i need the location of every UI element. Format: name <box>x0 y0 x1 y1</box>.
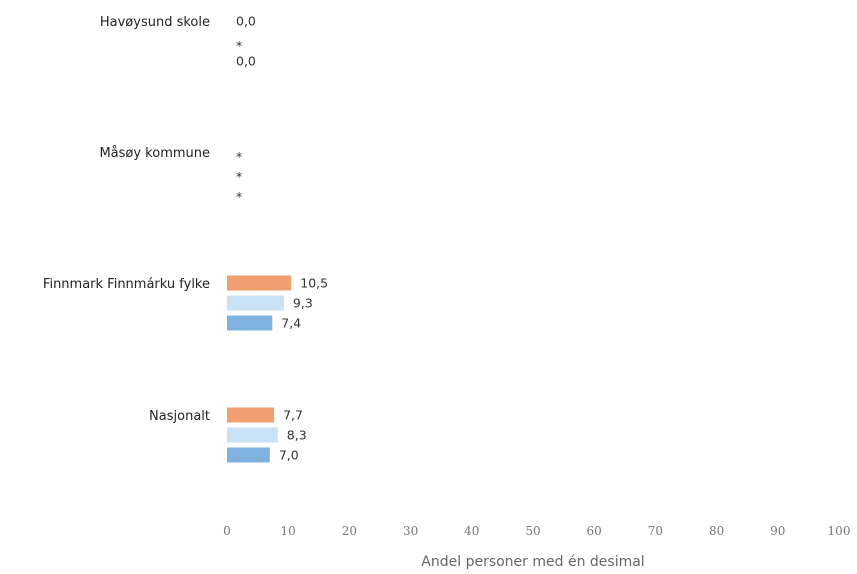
x-tick-label: 90 <box>770 524 785 538</box>
x-axis-title: Andel personer med én desimal <box>421 554 644 570</box>
x-tick-label: 50 <box>525 524 540 538</box>
bar <box>227 275 292 291</box>
bar <box>227 407 275 423</box>
value-label: * <box>236 169 242 184</box>
value-label: * <box>236 189 242 204</box>
value-label: * <box>236 38 242 53</box>
category-labels: Havøysund skole Måsøy kommune Finnmark Fin… <box>43 15 210 424</box>
category-label: Nasjonalt <box>149 409 210 424</box>
value-label: 0,0 <box>236 54 256 69</box>
x-tick-label: 30 <box>403 524 418 538</box>
bar <box>227 427 278 443</box>
value-label: 7,4 <box>281 316 301 331</box>
value-label: 10,5 <box>300 276 328 291</box>
x-tick-label: 10 <box>281 524 296 538</box>
x-tick-label: 60 <box>587 524 602 538</box>
x-tick-label: 100 <box>828 524 851 538</box>
bar <box>227 315 273 331</box>
bars <box>227 275 292 463</box>
value-label: 8,3 <box>287 428 307 443</box>
value-label: * <box>236 149 242 164</box>
value-label: 7,7 <box>283 408 303 423</box>
x-tick-label: 70 <box>648 524 663 538</box>
bar <box>227 295 284 311</box>
x-tick-label: 20 <box>342 524 357 538</box>
x-tick-label: 0 <box>223 524 231 538</box>
value-label: 0,0 <box>236 14 256 29</box>
value-label: 9,3 <box>293 296 313 311</box>
category-label: Havøysund skole <box>100 15 210 30</box>
x-axis-ticks: 0 10 20 30 40 50 60 70 80 90 100 <box>223 524 850 538</box>
x-tick-label: 80 <box>709 524 724 538</box>
category-label: Finnmark Finnmárku fylke <box>43 277 210 292</box>
value-labels: 0,0*0,0***10,59,37,47,78,37,0 <box>236 14 328 463</box>
bar <box>227 447 270 463</box>
category-label: Måsøy kommune <box>99 146 210 161</box>
x-tick-label: 40 <box>464 524 479 538</box>
value-label: 7,0 <box>279 448 299 463</box>
